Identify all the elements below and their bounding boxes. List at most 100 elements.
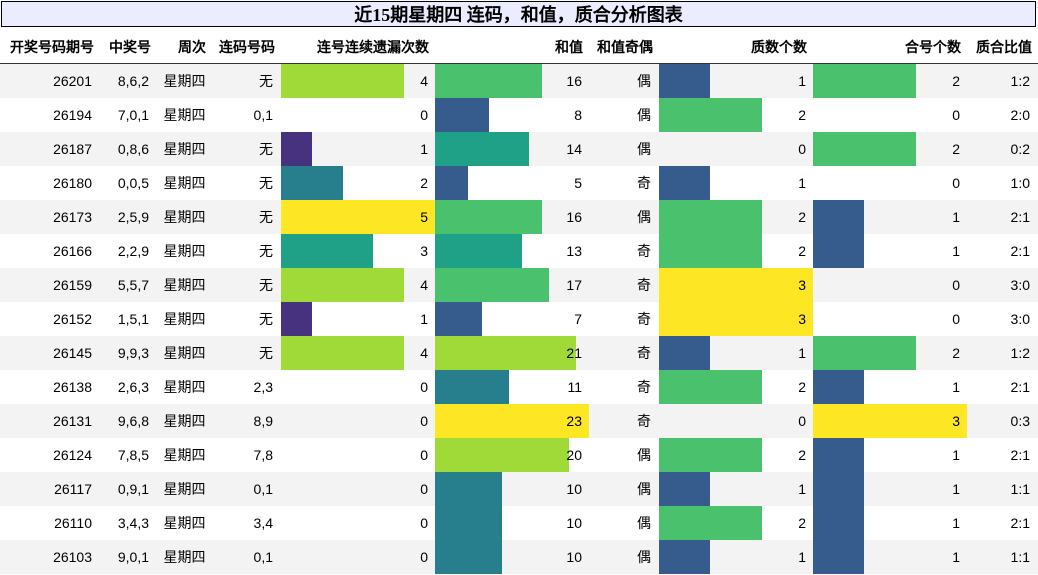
miss-bar [281,200,435,234]
parity-cell: 偶 [637,107,651,123]
sum-bar [435,200,543,234]
composite-count-cell: 1 [813,370,967,404]
ratio-cell: 3:0 [1010,311,1030,327]
composite-count-bar [813,438,865,472]
sum-bar [435,268,549,302]
miss-value: 1 [420,141,428,157]
composite-count-value: 1 [952,515,960,531]
ratio-cell: 2:0 [1010,107,1030,123]
composite-count-value: 3 [952,413,960,429]
composite-count-value: 0 [952,311,960,327]
header-consecutive: 连码号码 [212,30,281,64]
miss-value: 3 [420,243,428,259]
sum-cell: 20 [435,438,589,472]
prime-count-value: 1 [798,481,806,497]
parity-cell: 偶 [589,472,659,506]
prime-count-value: 1 [798,73,806,89]
sum-cell: 5 [435,166,589,200]
prime-count-cell: 1 [659,166,813,200]
sum-cell: 17 [435,268,589,302]
prime-count-cell: 2 [659,506,813,540]
consecutive-cell: 2,3 [253,379,273,395]
header-sum: 和值 [435,30,589,64]
table-body: 26201 8,6,2 星期四无 4 16 偶 1 2 1:2 26194 7,0,1 星期四 0,1 0… [0,63,1038,574]
composite-count-cell: 0 [813,268,967,302]
miss-cell: 0 [281,506,435,540]
sum-value: 23 [566,413,582,429]
sum-value: 5 [574,175,582,191]
number-cell: 5,5,7 [100,268,157,302]
consecutive-cell: 0,1 [212,540,281,574]
prime-count-cell: 1 [659,63,813,98]
header-issue: 开奖号码期号 [0,30,100,64]
composite-count-bar [813,506,865,540]
issue-cell: 26180 [53,175,92,191]
sum-bar [435,472,502,506]
parity-cell: 奇 [637,311,651,327]
miss-cell: 4 [281,336,435,370]
issue-cell: 26117 [0,472,100,506]
header-composite-count: 合号个数 [813,30,967,64]
sum-cell: 10 [435,540,589,574]
sum-bar [435,370,509,404]
miss-value: 4 [420,73,428,89]
consecutive-cell: 无 [259,311,273,327]
composite-count-cell: 2 [813,63,967,98]
number-cell: 0,8,6 [100,132,157,166]
miss-cell: 0 [281,98,435,132]
issue-cell: 26166 [53,243,92,259]
miss-cell: 1 [281,302,435,336]
consecutive-cell: 0,1 [253,107,273,123]
miss-cell: 4 [281,63,435,98]
weekday-cell: 星期四 [157,336,212,370]
weekday-cell: 星期四 [157,404,212,438]
prime-count-bar [659,64,711,98]
table-row: 26173 2,5,9 星期四无 5 16 偶 2 1 2:1 [0,200,1038,234]
composite-count-bar [813,370,865,404]
composite-count-cell: 1 [813,472,967,506]
sum-bar [435,98,489,132]
prime-count-bar [659,200,762,234]
table-row: 26194 7,0,1 星期四 0,1 0 8 偶 2 0 2:0 [0,98,1038,132]
composite-count-cell: 2 [813,132,967,166]
miss-value: 5 [420,209,428,225]
miss-value: 4 [420,277,428,293]
prime-count-cell: 3 [659,268,813,302]
sum-bar [435,506,502,540]
sum-value: 10 [566,481,582,497]
prime-count-cell: 2 [659,200,813,234]
sum-bar [435,404,589,438]
weekday-cell: 星期四 [163,175,206,191]
number-cell: 2,5,9 [100,200,157,234]
miss-bar [281,234,374,268]
prime-count-bar [659,370,762,404]
composite-count-cell: 0 [813,302,967,336]
sum-value: 7 [574,311,582,327]
sum-value: 10 [566,549,582,565]
parity-cell: 奇 [637,175,651,191]
parity-cell: 偶 [589,200,659,234]
ratio-cell: 1:2 [967,63,1038,98]
sum-cell: 14 [435,132,589,166]
prime-count-value: 2 [798,107,806,123]
composite-count-value: 1 [952,209,960,225]
prime-count-value: 2 [798,447,806,463]
number-cell: 9,6,8 [100,404,157,438]
weekday-cell: 星期四 [157,200,212,234]
composite-count-cell: 2 [813,336,967,370]
issue-cell: 26159 [0,268,100,302]
sum-value: 17 [566,277,582,293]
table-row: 26124 7,8,5 星期四 7,8 0 20 偶 2 1 2:1 [0,438,1038,472]
consecutive-cell: 无 [212,268,281,302]
composite-count-value: 2 [952,141,960,157]
composite-count-cell: 1 [813,540,967,574]
prime-count-bar [659,540,711,574]
parity-cell: 奇 [589,336,659,370]
number-cell: 9,0,1 [100,540,157,574]
sum-bar [435,132,529,166]
table-row: 26103 9,0,1 星期四 0,1 0 10 偶 1 1 1:1 [0,540,1038,574]
sum-cell: 11 [435,370,589,404]
miss-cell: 0 [281,472,435,506]
sum-cell: 16 [435,63,589,98]
number-cell: 8,6,2 [100,63,157,98]
